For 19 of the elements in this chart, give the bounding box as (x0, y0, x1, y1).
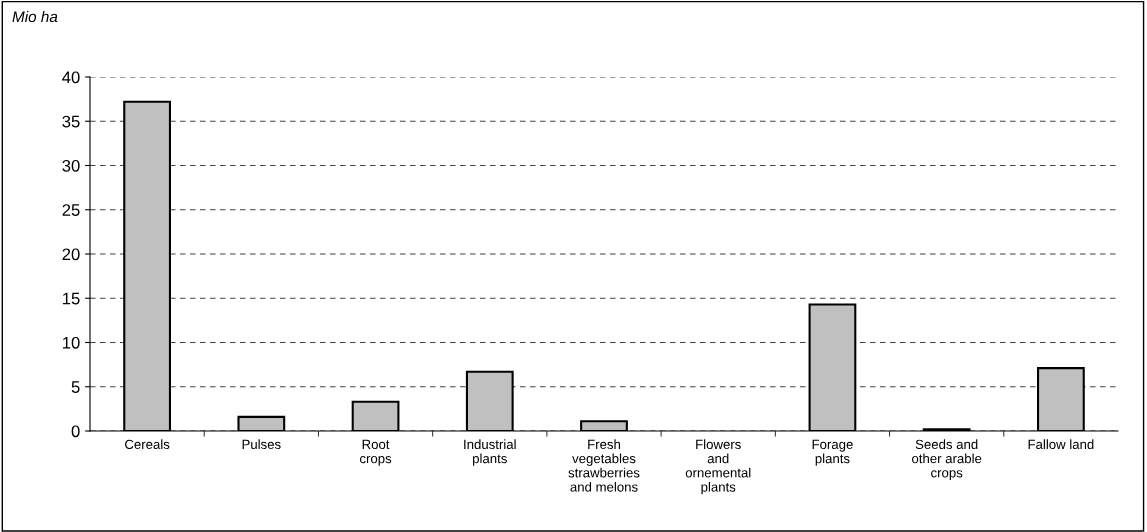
x-tick-label: Pulses (242, 439, 281, 450)
y-tick-label: 5 (71, 381, 80, 393)
x-tick-label: Seeds and other arable crops (912, 439, 982, 481)
y-tick-label: 10 (63, 336, 80, 349)
x-tick-label: Flowers and ornemental plants (685, 439, 751, 495)
x-tick-label: Industrial plants (464, 439, 516, 466)
y-tick-label: 25 (62, 204, 80, 216)
x-tick-label: Fresh vegetables strawberries and melons (568, 439, 640, 492)
x-tick-label: Root crops (359, 439, 392, 466)
y-tick-label: 0 (71, 425, 80, 438)
y-tick-label: 30 (62, 159, 80, 172)
y-tick-label: 35 (62, 115, 80, 128)
y-axis-title: Mio ha (12, 10, 58, 23)
x-tick-label: Cereals (125, 439, 170, 450)
y-tick-label: 20 (62, 248, 80, 261)
x-tick-label: Fallow land (1028, 439, 1094, 450)
x-tick-label: Forage plants (812, 439, 853, 466)
y-tick-label: 40 (62, 71, 80, 84)
y-tick-label: 15 (63, 292, 80, 305)
